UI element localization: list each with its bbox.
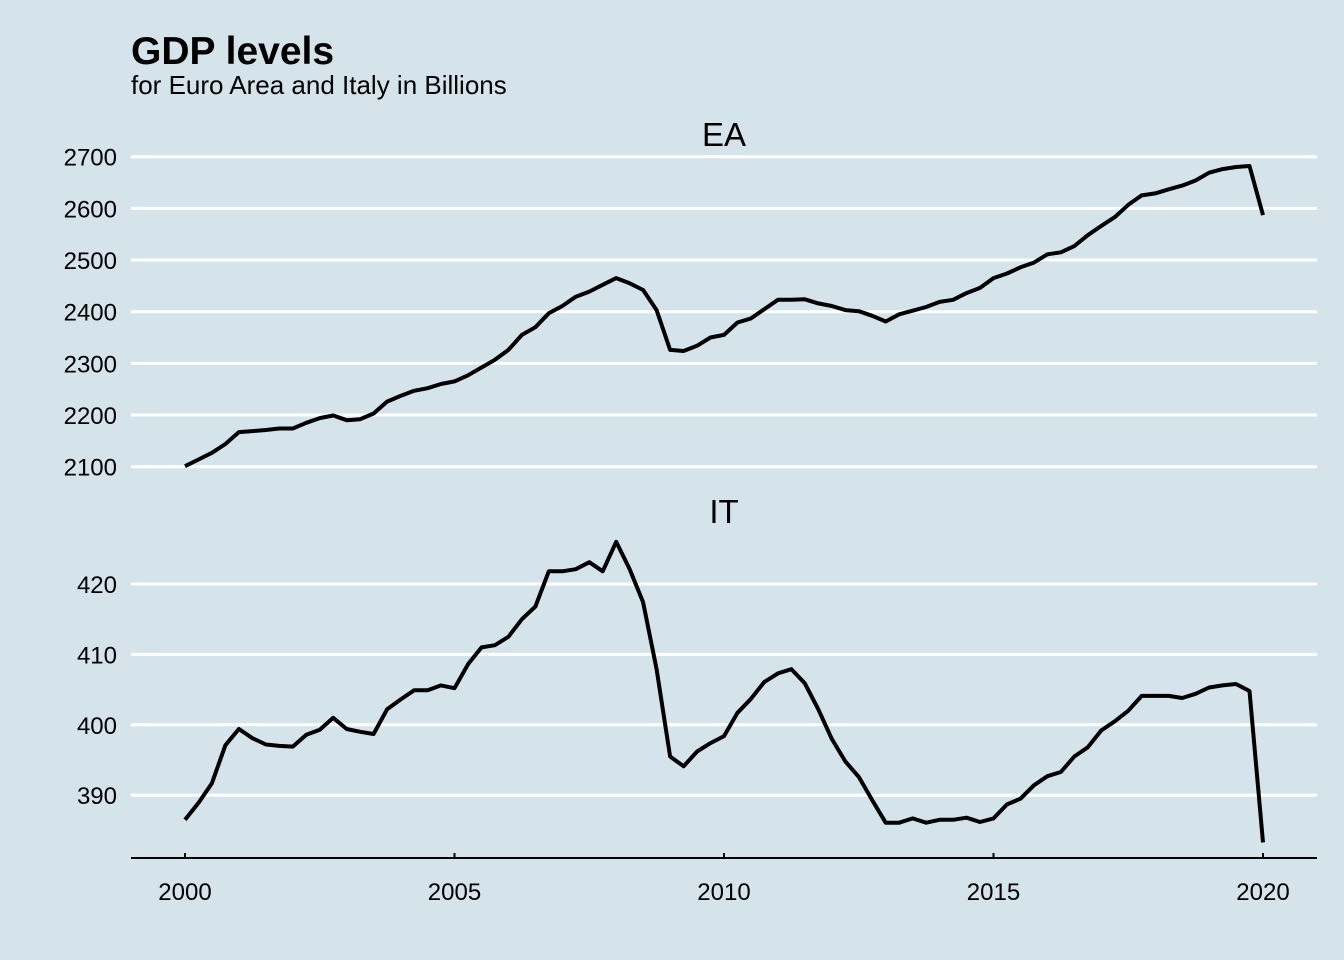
chart-title: GDP levels (131, 30, 335, 73)
ea-gdp-line (184, 164, 1265, 468)
ea-gridlines (131, 155, 1317, 469)
it-gdp-line (183, 539, 1265, 843)
ea-y-tick-label: 2700 (64, 145, 117, 172)
chart-subtitle: for Euro Area and Italy in Billions (131, 70, 507, 100)
it-y-tick-label: 400 (77, 713, 117, 740)
it-y-tick-labels: 390 400 410 420 (77, 572, 117, 810)
x-tick-label: 2020 (1236, 879, 1289, 906)
x-tick-label: 2015 (967, 879, 1020, 906)
panel-title-ea: EA (702, 116, 746, 153)
ea-y-tick-label: 2100 (64, 455, 117, 482)
x-tick-label: 2010 (697, 879, 750, 906)
ea-y-tick-label: 2200 (64, 403, 117, 430)
it-y-tick-label: 420 (77, 572, 117, 599)
panel-title-it: IT (709, 493, 738, 530)
ea-y-tick-labels: 2100 2200 2300 2400 2500 2600 2700 (64, 145, 117, 482)
panel-it: IT 390 400 410 420 (77, 493, 1317, 843)
ea-y-tick-label: 2600 (64, 196, 117, 223)
it-gridlines (131, 582, 1317, 797)
it-y-tick-label: 410 (77, 642, 117, 669)
panel-ea: EA 2100 2200 2300 2400 2500 2600 2700 (64, 116, 1317, 482)
ea-y-tick-label: 2300 (64, 351, 117, 378)
x-tick-label: 2005 (428, 879, 481, 906)
it-y-tick-label: 390 (77, 783, 117, 810)
x-tick-label: 2000 (158, 879, 211, 906)
ea-y-tick-label: 2500 (64, 248, 117, 275)
ea-y-tick-label: 2400 (64, 300, 117, 327)
x-axis: 2000 2005 2010 2015 2020 (131, 853, 1317, 906)
